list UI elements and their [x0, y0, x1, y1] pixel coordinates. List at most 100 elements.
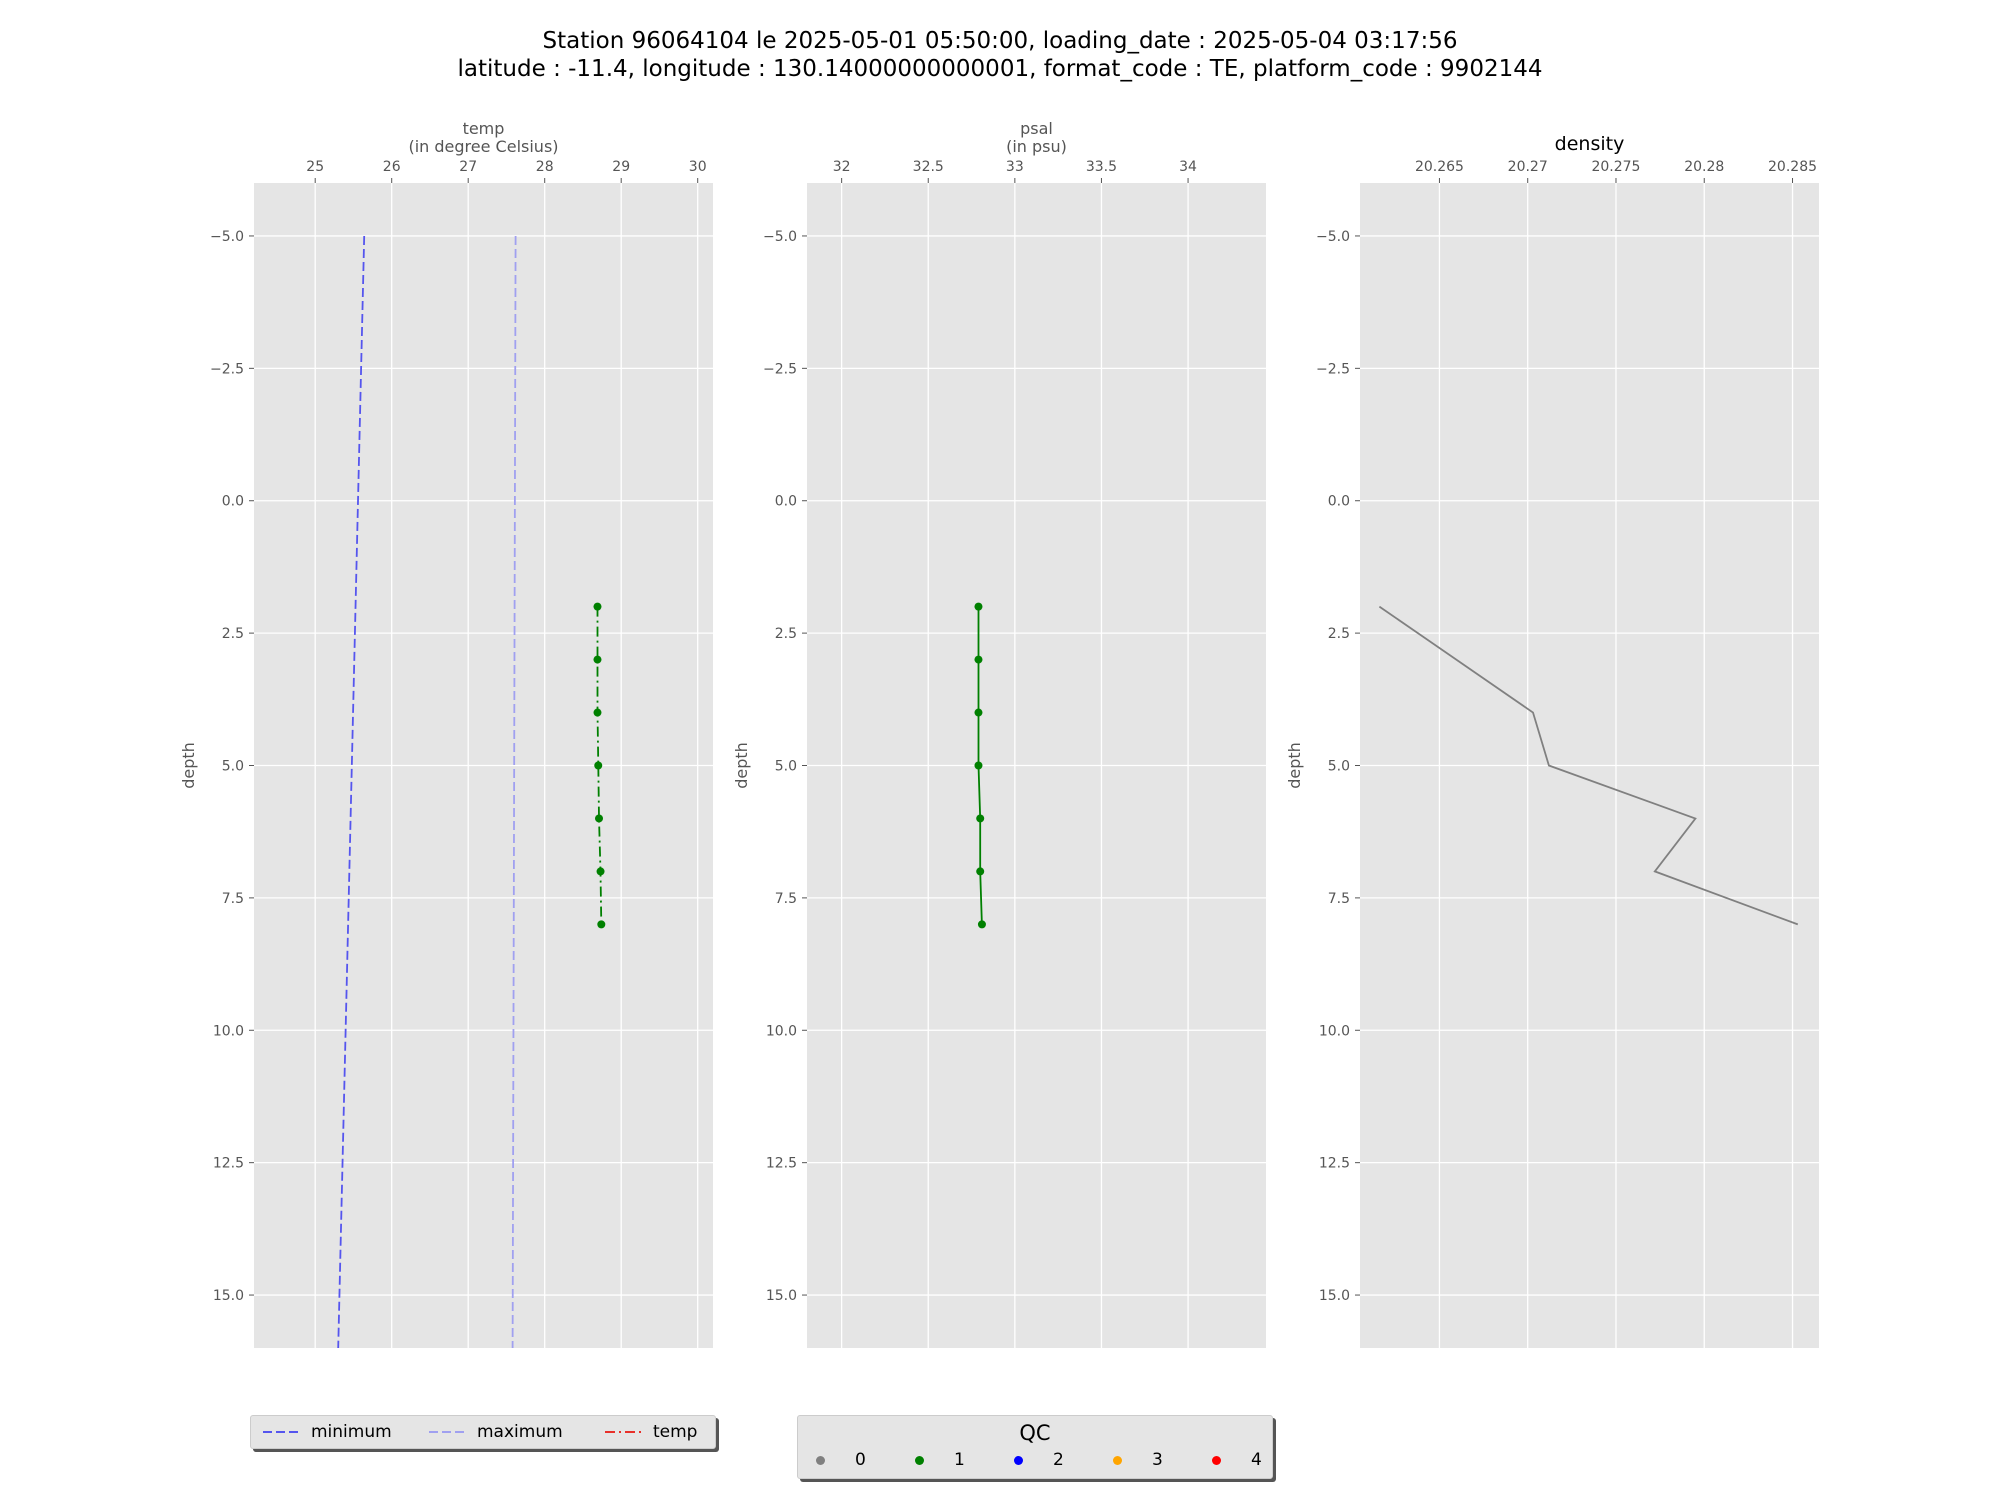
x-tick-label: 32.5 — [913, 159, 944, 175]
data-point — [593, 708, 602, 717]
x-tick-label: 33.5 — [1086, 159, 1117, 175]
legend-label: minimum — [311, 1422, 392, 1442]
chart-panel-1: 25 26 27 28 29 30 −5.0 −2.5 0.0 2.5 5.0 7.5 10.0 12.5… — [179, 119, 713, 1349]
y-tick-label: −5.0 — [1316, 229, 1350, 245]
x-axis-label: psal — [1020, 119, 1053, 138]
x-tick-label: 28 — [536, 159, 554, 175]
y-axis-label: depth — [732, 742, 751, 789]
y-tick-label: 15.0 — [213, 1288, 244, 1304]
qc-legend-item-2: 2 — [1014, 1448, 1064, 1472]
y-tick-label: −5.0 — [763, 229, 797, 245]
legend-item-maximum: maximum — [427, 1420, 563, 1444]
x-axis-label: (in psu) — [1006, 137, 1067, 156]
x-axis-label: temp — [463, 119, 505, 138]
y-tick-label: 2.5 — [775, 626, 797, 642]
qc-legend-item-0: 0 — [816, 1448, 866, 1472]
y-tick-label: 7.5 — [1328, 891, 1350, 907]
y-tick-label: 0.0 — [222, 494, 244, 510]
series-line-minimum — [337, 235, 366, 1349]
x-tick-label: 20.275 — [1591, 159, 1640, 175]
qc-swatch — [1212, 1455, 1221, 1465]
y-tick-label: 15.0 — [1319, 1288, 1350, 1304]
legend-item-minimum: minimum — [261, 1420, 392, 1444]
y-tick-label: 12.5 — [213, 1156, 244, 1172]
x-tick-label: 34 — [1179, 159, 1197, 175]
qc-label: 4 — [1251, 1450, 1262, 1470]
qc-legend-item-1: 1 — [915, 1448, 965, 1472]
y-tick-label: 5.0 — [775, 759, 797, 775]
data-point — [976, 867, 985, 876]
y-tick-label: 0.0 — [1328, 494, 1350, 510]
line-style-legend: minimum maximum temp — [250, 1415, 716, 1449]
y-tick-label: 10.0 — [1319, 1023, 1350, 1039]
data-point — [976, 814, 985, 823]
y-tick-label: 7.5 — [775, 891, 797, 907]
data-point — [593, 655, 602, 664]
y-tick-label: 15.0 — [766, 1288, 797, 1304]
qc-swatch — [816, 1455, 825, 1465]
qc-swatch — [1113, 1455, 1122, 1465]
legend-label: temp — [653, 1422, 698, 1442]
x-tick-label: 33 — [1006, 159, 1024, 175]
y-tick-label: 2.5 — [1328, 626, 1350, 642]
x-tick-label: 30 — [689, 159, 707, 175]
x-axis-label: (in degree Celsius) — [408, 137, 558, 156]
data-point — [974, 602, 983, 611]
data-point — [597, 920, 606, 929]
y-tick-label: 5.0 — [1328, 759, 1350, 775]
y-axis-label: depth — [1285, 742, 1304, 789]
y-tick-label: −2.5 — [1316, 361, 1350, 377]
y-tick-label: 0.0 — [775, 494, 797, 510]
y-tick-label: 2.5 — [222, 626, 244, 642]
qc-label: 1 — [954, 1450, 965, 1470]
x-tick-label: 29 — [612, 159, 630, 175]
data-point — [974, 708, 983, 717]
y-tick-label: 10.0 — [213, 1023, 244, 1039]
qc-legend-item-4: 4 — [1212, 1448, 1262, 1472]
legend-label: maximum — [477, 1422, 563, 1442]
x-tick-label: 27 — [459, 159, 477, 175]
x-tick-label: 20.28 — [1684, 159, 1724, 175]
qc-legend-item-3: 3 — [1113, 1448, 1163, 1472]
y-tick-label: 10.0 — [766, 1023, 797, 1039]
x-tick-label: 32 — [833, 159, 851, 175]
x-tick-label: 20.27 — [1508, 159, 1548, 175]
x-tick-label: 20.265 — [1415, 159, 1464, 175]
data-point — [593, 602, 602, 611]
chart-panel-3: 20.265 20.27 20.275 20.28 20.285 −5.0 −2.5 0.0 2… — [1285, 133, 1819, 1348]
y-tick-label: −5.0 — [210, 229, 244, 245]
y-tick-label: 7.5 — [222, 891, 244, 907]
qc-legend: QC 0 1 2 3 4 — [797, 1415, 1273, 1479]
qc-label: 0 — [855, 1450, 866, 1470]
data-point — [595, 814, 604, 823]
data-point — [974, 655, 983, 664]
qc-swatch — [915, 1455, 924, 1465]
x-tick-label: 25 — [306, 159, 324, 175]
data-point — [977, 920, 986, 929]
data-point — [594, 761, 603, 770]
x-tick-label: 20.285 — [1768, 159, 1817, 175]
qc-label: 3 — [1152, 1450, 1163, 1470]
legend-swatch — [605, 1431, 641, 1433]
x-tick-label: 26 — [383, 159, 401, 175]
figure-title-line-2: latitude : -11.4, longitude : 130.140000… — [457, 56, 1543, 82]
y-tick-label: −2.5 — [210, 361, 244, 377]
chart-panel-2: 32 32.5 33 33.5 34 −5.0 −2.5 0.0 2.5 5.0 7.5 10.0 12… — [732, 119, 1266, 1348]
data-point — [974, 761, 983, 770]
legend-swatch — [263, 1431, 299, 1433]
figure-title-line-1: Station 96064104 le 2025-05-01 05:50:00,… — [542, 28, 1458, 54]
y-tick-label: −2.5 — [763, 361, 797, 377]
y-axis-label: depth — [179, 742, 198, 789]
series-line-density — [1378, 605, 1799, 926]
chart-title: density — [1555, 133, 1625, 155]
data-point — [596, 867, 605, 876]
series-line-maximum — [511, 235, 517, 1349]
qc-legend-title: QC — [1019, 1421, 1051, 1445]
y-tick-label: 5.0 — [222, 759, 244, 775]
legend-swatch — [429, 1431, 465, 1433]
qc-label: 2 — [1053, 1450, 1064, 1470]
y-tick-label: 12.5 — [1319, 1156, 1350, 1172]
y-tick-label: 12.5 — [766, 1156, 797, 1172]
qc-swatch — [1014, 1455, 1023, 1465]
